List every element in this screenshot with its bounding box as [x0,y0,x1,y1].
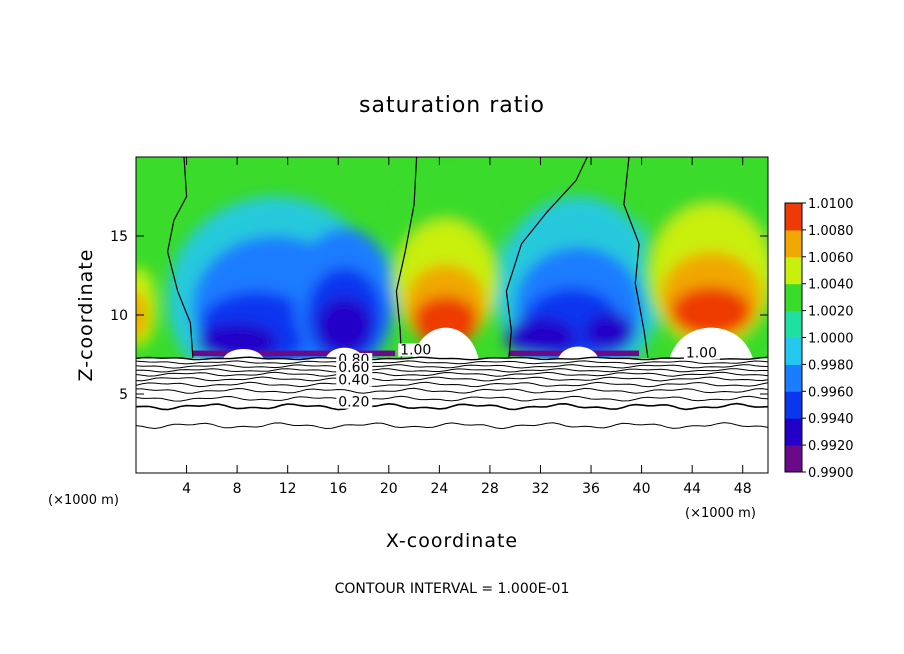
white-cap [223,348,264,359]
contour-line [136,395,768,402]
y-tick-label: 15 [110,229,128,245]
contour-line-1.00 [505,157,588,358]
contour-label: 0.60 [338,360,369,376]
x-tick-label: 44 [683,481,701,497]
contour-line [136,360,768,365]
x-tick-label: 32 [532,481,550,497]
contour-label-bg [683,346,720,360]
colorbar-label: 0.9920 [808,439,854,454]
colorbar-band [785,337,802,365]
field-patch [670,286,752,338]
contour-label: 1.00 [686,346,717,362]
contour-label: 1.00 [400,343,431,359]
field-patch [505,318,576,357]
contour-line-1.00 [623,157,649,358]
contour-line [136,368,768,373]
colorbar-label: 0.9940 [808,412,854,427]
contour-line [136,371,768,377]
contour-line [136,402,768,411]
y-axis-ticks: 5 10 15 [110,229,768,403]
contour-label-bg [398,343,435,357]
lower-layer [136,358,768,473]
colorbar-band [785,283,802,312]
colorbar-label: 1.0080 [808,224,854,239]
contour-line [136,356,768,361]
contour-label-bg [336,373,373,387]
y-tick-label: 10 [110,308,128,324]
contour-line [136,381,768,388]
contour-labels: 1.000.800.600.400.201.00 [336,343,720,411]
fringe [192,350,396,357]
contour-label-bg [336,395,373,409]
white-cap [558,346,599,359]
colorbar-label: 0.9900 [808,466,854,481]
x-tick-label: 12 [279,481,297,497]
colorbar: 0.9900 0.9920 0.9940 0.9960 0.9980 1.0000 1.00… [784,197,854,481]
x-axis-label: X-coordinate [386,530,518,552]
field-patch [316,297,373,355]
contour-line [136,387,768,394]
colorbar-band [785,310,802,338]
x-tick-label: 36 [582,481,600,497]
x-tick-label: 16 [329,481,347,497]
contour-line [136,376,768,382]
lower-white-layer [136,358,768,473]
colorbar-label: 1.0060 [808,251,854,266]
colorbar-label: 1.0000 [808,332,854,347]
colorbar-label: 0.9960 [808,385,854,400]
contour-line [136,422,768,430]
contour-line [136,364,768,369]
colorbar-label: 0.9980 [808,358,854,373]
x-tick-label: 48 [734,481,752,497]
chart-title: saturation ratio [359,93,545,118]
colorbar-label: 1.0040 [808,278,854,293]
contour-line-1.00 [166,157,194,358]
x-tick-label: 20 [380,481,398,497]
contour-label: 0.40 [338,373,369,389]
colorbar-band [785,418,802,446]
x-unit-label-left: (×1000 m) [48,493,119,508]
x-tick-label: 28 [481,481,499,497]
plot-area [136,157,768,473]
colorbar-band [785,364,802,392]
x-tick-label: 24 [430,481,448,497]
y-axis-label: Z-coordinate [75,249,97,382]
x-unit-label-right: (×1000 m) [685,506,756,521]
colorbar-band [785,445,802,473]
x-tick-label: 40 [633,481,651,497]
contour-line-1.00 [395,157,418,358]
x-tick-label: 8 [233,481,242,497]
contour-label-bg [336,360,373,374]
colorbar-band [785,391,802,419]
colorbar-band [785,229,802,258]
colorbar-label: 1.0100 [808,197,854,212]
colorbar-band [785,256,802,285]
field-patch [584,313,636,352]
contour-label: 0.20 [338,395,369,411]
x-tick-label: 4 [182,481,191,497]
contour-interval-footer: CONTOUR INTERVAL = 1.000E-01 [335,581,570,597]
x-axis-ticks: 4 8 12 16 20 24 28 32 36 40 44 48 [182,157,752,497]
colorbar-label: 1.0020 [808,305,854,320]
contour-lines [136,157,768,430]
y-tick-label: 5 [119,387,128,403]
colorbar-band [785,203,802,231]
